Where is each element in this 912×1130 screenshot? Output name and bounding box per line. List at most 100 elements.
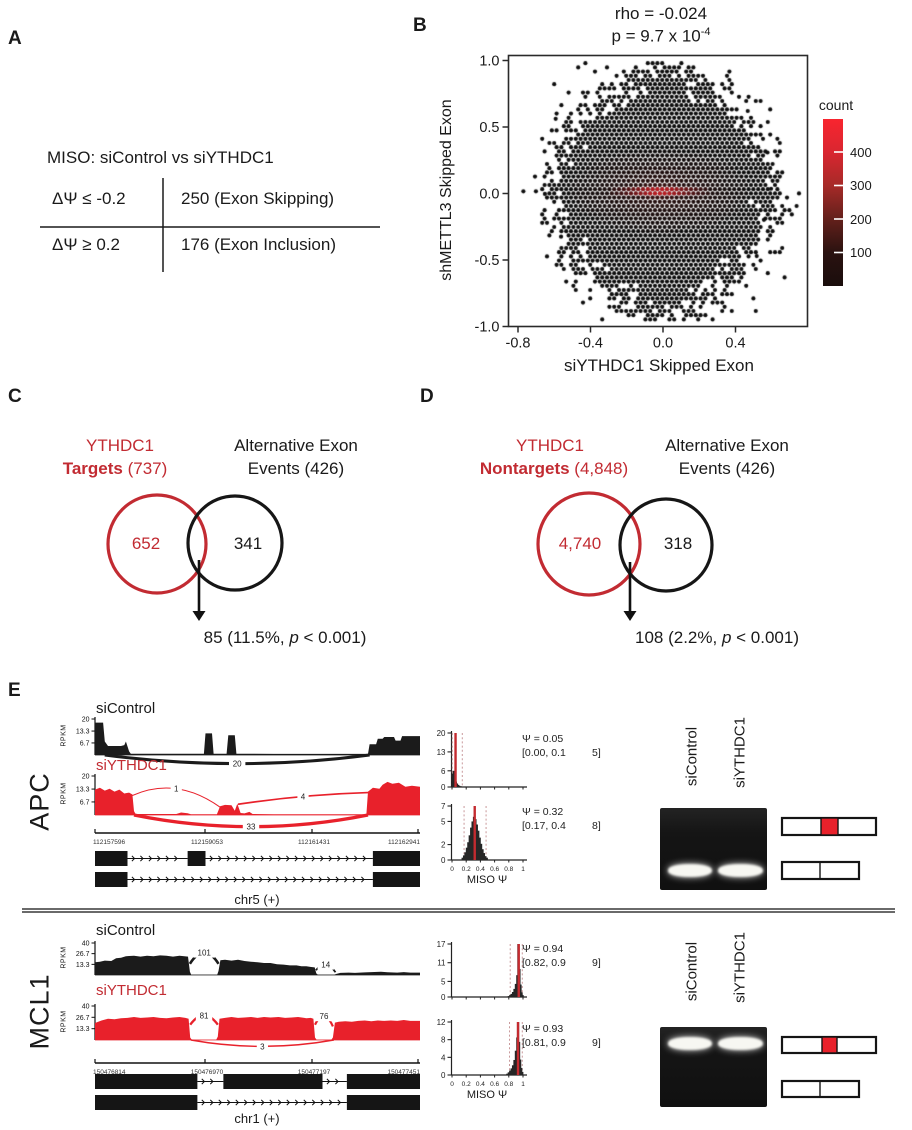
svg-text:0.4: 0.4 [476, 866, 485, 873]
svg-text:112161431: 112161431 [298, 839, 330, 846]
miso-ci-left: [0.81, 0.9 [522, 1037, 566, 1049]
colorbar-tick: 400 [850, 145, 872, 160]
svg-text:0.4: 0.4 [476, 1081, 485, 1088]
venn-right-subtitle: Events (426) [247, 459, 345, 478]
svg-text:3: 3 [260, 1042, 265, 1051]
gel-lane-label-siythdc1: siYTHDC1 [731, 717, 749, 788]
miso-ci-right: 8] [592, 820, 601, 832]
rpkm-axis-label: RPKM [60, 782, 68, 805]
venn-right-title: Alternative Exon [665, 436, 789, 455]
track-label-sicontrol: siControl [96, 700, 156, 717]
svg-text:26.7: 26.7 [76, 951, 90, 958]
density-scatter-canvas [509, 56, 807, 326]
svg-text:13.3: 13.3 [76, 787, 90, 794]
table-row-condition: ΔΨ ≤ -0.2 [52, 189, 126, 208]
venn-right-title: Alternative Exon [234, 436, 358, 455]
svg-text:12: 12 [437, 1018, 446, 1027]
venn-left-bold: Targets [62, 459, 123, 478]
miso-psi-estimate: Ψ = 0.93 [522, 1023, 564, 1035]
gene-label-mcl1: MCL1 [24, 973, 55, 1050]
result-suffix: < 0.001) [731, 628, 799, 647]
svg-text:101: 101 [198, 949, 212, 958]
track-label-siythdc1: siYTHDC1 [96, 982, 167, 999]
svg-text:40: 40 [82, 1004, 90, 1011]
miso-psi-axis-label: MISO Ψ [466, 874, 508, 886]
svg-text:-0.5: -0.5 [475, 253, 500, 269]
miso-ci-left: [0.00, 0.1 [522, 747, 566, 759]
gel-band [668, 1037, 712, 1050]
venn-right-count-value: 318 [663, 534, 693, 553]
svg-text:20: 20 [437, 729, 446, 738]
gel-band [668, 864, 712, 877]
svg-text:0.2: 0.2 [462, 1081, 471, 1088]
miso-ci-left: [0.17, 0.4 [522, 820, 566, 832]
colorbar-tick: 300 [850, 178, 872, 193]
miso-psi-estimate: Ψ = 0.05 [522, 733, 564, 745]
rpkm-axis-label: RPKM [60, 1010, 68, 1033]
gel-band [718, 864, 763, 877]
miso-psi-estimate: Ψ = 0.32 [522, 806, 564, 818]
svg-text:13.3: 13.3 [76, 1026, 90, 1033]
svg-text:112159053: 112159053 [191, 839, 223, 846]
colorbar-label: count [818, 97, 854, 113]
svg-text:0.2: 0.2 [462, 866, 471, 873]
table-row-value: 250 (Exon Skipping) [181, 189, 335, 208]
scatter-y-axis-label: shMETTL3 Skipped Exon [438, 99, 455, 281]
gel-lane-label-siythdc1: siYTHDC1 [731, 932, 749, 1003]
venn-left-count-value: 4,740 [558, 534, 602, 553]
svg-text:6.7: 6.7 [80, 740, 90, 747]
result-suffix: < 0.001) [298, 628, 367, 647]
svg-text:-0.8: -0.8 [506, 336, 531, 352]
svg-text:1.0: 1.0 [479, 54, 499, 70]
svg-text:0: 0 [441, 1071, 446, 1080]
miso-ci-right: 5] [592, 747, 601, 759]
svg-text:13.3: 13.3 [76, 729, 90, 736]
svg-text:40: 40 [82, 941, 90, 948]
venn-right-subtitle: Events (426) [678, 459, 776, 478]
svg-text:0.5: 0.5 [479, 120, 499, 136]
svg-text:76: 76 [320, 1012, 329, 1021]
svg-text:5: 5 [441, 817, 446, 826]
svg-text:20: 20 [82, 717, 90, 724]
venn-left-subtitle: Nontargets (4,848) [454, 459, 654, 479]
gel-lane-label-sicontrol: siControl [683, 941, 701, 1002]
svg-text:0.8: 0.8 [504, 1081, 513, 1088]
svg-text:5: 5 [441, 977, 446, 986]
venn-left-title: YTHDC1 [515, 436, 584, 455]
panel-d-label: D [420, 386, 434, 407]
venn-overlap-result: 108 (2.2%, p < 0.001) [617, 628, 817, 648]
svg-text:20: 20 [82, 774, 90, 781]
svg-text:4: 4 [301, 792, 306, 801]
table-row-condition: ΔΨ ≥ 0.2 [52, 235, 120, 254]
svg-text:0.0: 0.0 [653, 336, 673, 352]
track-label-sicontrol: siControl [96, 922, 156, 939]
venn-overlap-result: 85 (11.5%, p < 0.001) [185, 628, 385, 648]
miso-ci-left: [0.82, 0.9 [522, 957, 566, 969]
colorbar-tick: 200 [850, 212, 872, 227]
venn-right-count-value: 341 [233, 534, 263, 553]
result-p-italic: p [721, 628, 732, 647]
svg-text:1: 1 [521, 1081, 525, 1088]
gel-image-apc [660, 808, 767, 890]
svg-text:81: 81 [200, 1011, 209, 1020]
scatter-title-pvalue: p = 9.7 x 10-4 [561, 26, 761, 47]
svg-text:26.7: 26.7 [76, 1015, 90, 1022]
scatter-x-axis-label: siYTHDC1 Skipped Exon [564, 356, 754, 375]
venn-left-bold: Nontargets [479, 459, 570, 478]
svg-text:20: 20 [233, 760, 242, 769]
svg-text:112157596: 112157596 [93, 839, 125, 846]
venn-left-count-value: 652 [131, 534, 161, 553]
svg-text:0: 0 [441, 783, 446, 792]
svg-text:2: 2 [441, 841, 446, 850]
svg-text:0.4: 0.4 [725, 336, 745, 352]
svg-text:14: 14 [321, 961, 330, 970]
svg-text:0.6: 0.6 [490, 1081, 499, 1088]
miso-ci-right: 9] [592, 1037, 601, 1049]
table-title: MISO: siControl vs siYTHDC1 [47, 148, 274, 167]
pvalue-exponent: -4 [700, 26, 711, 38]
venn-left-subtitle: Targets (737) [25, 459, 205, 479]
svg-text:13: 13 [437, 748, 446, 757]
colorbar-tick: 100 [850, 245, 872, 260]
track-label-siythdc1: siYTHDC1 [96, 757, 167, 774]
